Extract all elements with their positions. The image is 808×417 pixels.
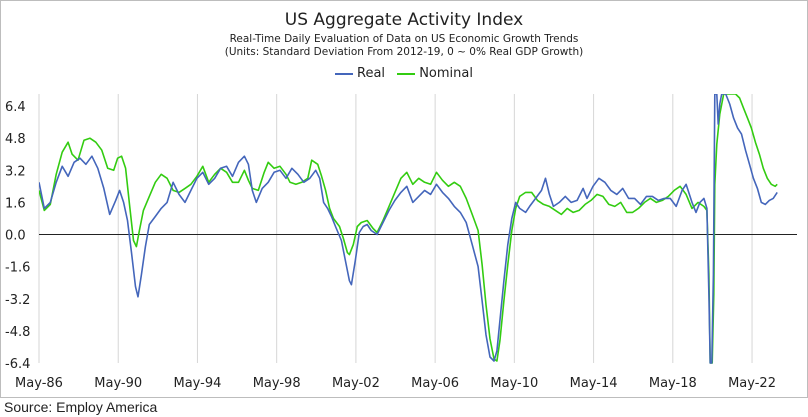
series-line-nominal: [39, 94, 778, 364]
y-tick-label: 0.0: [5, 229, 26, 244]
chart-units-note: (Units: Standard Deviation From 2012-19,…: [224, 46, 584, 58]
legend-label-real: Real: [357, 66, 386, 81]
y-tick-label: -6.4: [5, 357, 30, 372]
x-tick-label: May-14: [570, 376, 618, 391]
x-tick-label: May-98: [253, 376, 301, 391]
y-tick-label: -1.6: [5, 261, 30, 276]
y-tick-label: 3.2: [5, 164, 26, 179]
legend-label-nominal: Nominal: [419, 66, 473, 81]
y-tick-label: -4.8: [5, 325, 30, 340]
y-tick-label: 6.4: [5, 100, 26, 115]
x-tick-label: May-02: [332, 376, 380, 391]
x-tick-label: May-90: [94, 376, 142, 391]
chart-frame: [0, 0, 808, 398]
x-tick-label: May-10: [490, 376, 538, 391]
legend-swatch-nominal: [397, 72, 416, 75]
chart-subtitle: Real-Time Daily Evaluation of Data on US…: [229, 33, 579, 45]
legend: Real Nominal: [0, 66, 808, 81]
source-note: Source: Employ America: [4, 399, 158, 415]
y-tick-label: 1.6: [5, 196, 26, 211]
y-tick-label: -3.2: [5, 293, 30, 308]
x-tick-label: May-94: [174, 376, 222, 391]
chart-plot: May-86 May-90 May-94 May-98 May-02 May-06 May-…: [5, 94, 797, 391]
x-tick-label: May-86: [15, 376, 63, 391]
x-tick-label: May-18: [649, 376, 697, 391]
legend-item-nominal: Nominal: [397, 66, 473, 81]
series-line-real: [39, 94, 778, 364]
legend-item-real: Real: [335, 66, 385, 81]
chart-title: US Aggregate Activity Index: [284, 10, 524, 30]
x-tick-label: May-22: [728, 376, 776, 391]
legend-swatch-real: [335, 72, 354, 75]
y-tick-label: 4.8: [5, 132, 26, 147]
x-tick-label: May-06: [411, 376, 459, 391]
